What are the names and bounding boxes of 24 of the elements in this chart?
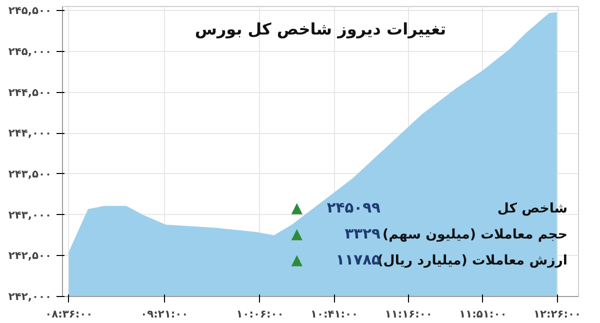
annotation: ▲ [291, 226, 304, 242]
y-tick-label: ۲۴۲,۰۰۰ [8, 290, 52, 303]
x-tick-label: ۱۰:۰۶:۰۰ [236, 308, 284, 320]
annotation: شاخص کل [497, 202, 568, 216]
x-tick-label: ۱۰:۴۱:۰۰ [310, 308, 358, 320]
y-tick-label: ۲۴۴,۰۰۰ [8, 126, 52, 140]
y-tick-label: ۲۴۵,۵۰۰ [8, 4, 52, 18]
annotation: ۱۱۷۸۵ [336, 252, 381, 268]
y-tick-label: ۲۴۵,۰۰۰ [8, 44, 52, 58]
annotation: ▲ [291, 200, 304, 216]
y-tick-label: ۲۴۴,۵۰۰ [8, 86, 52, 99]
annotation: ▲ [291, 252, 304, 268]
annotation: حجم معاملات (میلیون سهم) [382, 228, 568, 242]
x-tick-label: ۰۸:۳۶:۰۰ [45, 308, 93, 320]
y-tick-label: ۲۴۳,۰۰۰ [8, 208, 52, 222]
x-tick-label: ۱۱:۵۱:۰۰ [459, 308, 507, 320]
annotation: ۲۴۵۰۹۹ [326, 200, 381, 216]
annotation: ۳۳۲۹ [344, 226, 381, 242]
x-tick-label: ۰۹:۲۱:۰۰ [140, 308, 188, 320]
text: تغییرات دیروز شاخص کل بورس [194, 20, 446, 38]
y-tick-label: ۲۴۳,۵۰۰ [8, 167, 52, 180]
x-tick-label: ۱۲:۲۶:۰۰ [533, 308, 582, 320]
x-tick-label: ۱۱:۱۶:۰۰ [384, 308, 432, 320]
y-tick-label: ۲۴۲,۵۰۰ [8, 249, 52, 262]
